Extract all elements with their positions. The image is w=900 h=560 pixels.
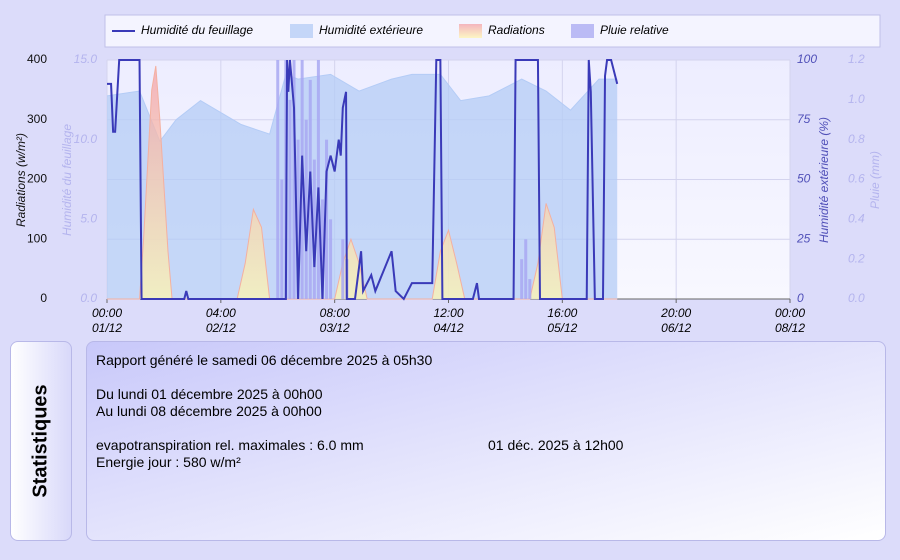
report-date: Rapport généré le samedi 06 décembre 202… [96, 352, 433, 368]
x-tick-date: 01/12 [92, 321, 122, 335]
axis-title: Pluie (mm) [868, 151, 882, 209]
y-tick-label: 5.0 [80, 212, 97, 226]
bar [312, 159, 316, 299]
area-fill [107, 65, 618, 299]
bar [296, 139, 300, 299]
legend-swatch [459, 24, 482, 38]
area-fill [107, 74, 618, 299]
y-tick-label: 300 [27, 112, 47, 126]
x-tick-label: 08:00 [320, 306, 350, 320]
stats-tab-label: Statistiques [29, 384, 52, 498]
bar [524, 239, 528, 299]
legend-label: Pluie relative [600, 23, 669, 37]
period-to: Au lundi 08 décembre 2025 à 00h00 [96, 403, 322, 419]
y-tick-label: 1.2 [848, 52, 865, 66]
bar [528, 279, 532, 299]
axis-title: Humidité du feuillage [60, 124, 74, 236]
x-tick-date: 05/12 [547, 321, 577, 335]
y-tick-label: 1.0 [848, 92, 865, 106]
x-tick-label: 00:00 [92, 306, 122, 320]
x-tick-label: 04:00 [206, 306, 236, 320]
line [107, 59, 619, 301]
stat-cell: evapotranspiration rel. maximales : 6.0 … [96, 437, 364, 453]
bar [329, 219, 333, 299]
y-tick-label: 0.8 [848, 132, 865, 146]
y-tick-label: 50 [797, 172, 811, 186]
bar [288, 99, 292, 299]
legend-swatch [571, 24, 594, 38]
x-tick-date: 02/12 [206, 321, 236, 335]
period-from: Du lundi 01 décembre 2025 à 00h00 [96, 386, 323, 402]
stat-cell: Energie jour : 580 w/m² [96, 454, 241, 470]
y-tick-label: 75 [797, 112, 811, 126]
x-tick-date: 08/12 [775, 321, 805, 335]
x-tick-label: 00:00 [775, 306, 805, 320]
axis-title: Radiations (w/m²) [14, 133, 28, 227]
y-tick-label: 0 [797, 291, 804, 305]
x-tick-date: 03/12 [320, 321, 350, 335]
y-tick-label: 0.0 [80, 291, 97, 305]
y-tick-label: 25 [796, 231, 811, 245]
x-tick-date: 06/12 [661, 321, 691, 335]
bar [304, 119, 308, 299]
legend-label: Radiations [488, 23, 545, 37]
bar [292, 60, 296, 299]
bar [325, 139, 329, 299]
y-tick-label: 400 [27, 52, 47, 66]
bar [520, 259, 524, 299]
stats-panel: Rapport généré le samedi 06 décembre 202… [86, 341, 886, 541]
y-tick-label: 0.2 [848, 251, 865, 265]
y-tick-label: 200 [27, 172, 47, 186]
y-tick-label: 0 [40, 291, 47, 305]
x-tick-label: 20:00 [660, 306, 691, 320]
legend-swatch [290, 24, 313, 38]
bar [320, 199, 324, 299]
legend-label: Humidité du feuillage [141, 23, 253, 37]
bar [316, 60, 320, 299]
x-tick-label: 12:00 [433, 306, 463, 320]
stat-cell: 01 déc. 2025 à 12h00 [488, 437, 624, 453]
y-tick-label: 15.0 [74, 52, 98, 66]
y-tick-label: 0.6 [848, 172, 865, 186]
y-tick-label: 10.0 [74, 132, 98, 146]
y-tick-label: 0.4 [848, 212, 865, 226]
bar [280, 179, 284, 299]
legend-label: Humidité extérieure [319, 23, 423, 37]
x-tick-label: 16:00 [547, 306, 577, 320]
chart: 00:0001/1204:0002/1208:0003/1212:0004/12… [14, 14, 882, 335]
stats-tab: Statistiques [10, 341, 72, 541]
bar [341, 239, 345, 299]
legend [104, 14, 881, 48]
axis-title: Humidité extérieure (%) [817, 117, 831, 243]
y-tick-label: 100 [27, 231, 47, 245]
y-tick-label: 0.0 [848, 291, 865, 305]
bar [276, 60, 280, 299]
x-tick-date: 04/12 [433, 321, 463, 335]
y-tick-label: 100 [797, 52, 817, 66]
